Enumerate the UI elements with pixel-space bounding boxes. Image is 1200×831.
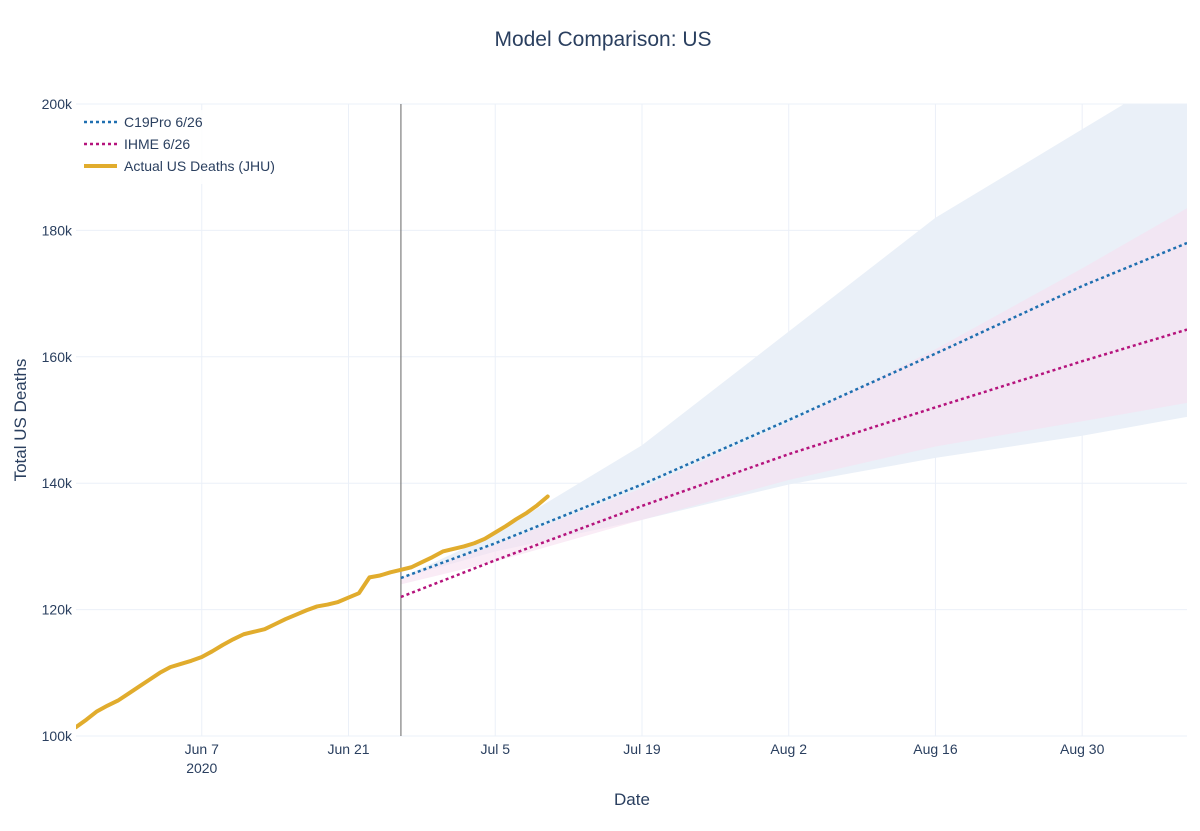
confidence-band-c19pro <box>400 104 1187 578</box>
x-tick-label: Jun 21 <box>327 741 369 757</box>
x-tick-label: Jul 19 <box>623 741 661 757</box>
legend-background <box>80 110 310 184</box>
y-axis-title: Total US Deaths <box>11 359 30 482</box>
series-line-ihme <box>400 328 1187 599</box>
x-tick-label: Jul 5 <box>480 741 510 757</box>
legend-label-c19pro: C19Pro 6/26 <box>124 114 203 130</box>
x-axis-ticks: Jun 7 2020 Jun 21 Jul 5 Jul 19 Aug 2 Aug 16 Aug… <box>185 741 1105 776</box>
y-tick-label: 120k <box>42 602 73 618</box>
legend-label-actual: Actual US Deaths (JHU) <box>124 158 275 174</box>
x-tick-label: Aug 2 <box>770 741 807 757</box>
x-axis-title: Date <box>614 790 650 809</box>
chart-title: Model Comparison: US <box>494 28 711 51</box>
y-tick-label: 100k <box>42 728 73 744</box>
x-tick-year-label: 2020 <box>186 760 217 776</box>
legend[interactable]: C19Pro 6/26 IHME 6/26 Actual US Deaths (… <box>80 110 310 184</box>
legend-label-ihme: IHME 6/26 <box>124 136 190 152</box>
legend-item-c19pro[interactable]: C19Pro 6/26 <box>84 114 203 130</box>
legend-item-actual[interactable]: Actual US Deaths (JHU) <box>84 158 275 174</box>
x-tick-label: Aug 16 <box>913 741 958 757</box>
y-axis-ticks: 100k 120k 140k 160k 180k 200k <box>42 96 73 744</box>
y-tick-label: 140k <box>42 475 73 491</box>
x-tick-label: Aug 30 <box>1060 741 1105 757</box>
y-tick-label: 200k <box>42 96 73 112</box>
x-tick-label: Jun 7 <box>185 741 219 757</box>
y-tick-label: 180k <box>42 222 73 238</box>
confidence-band-ihme <box>400 208 1187 585</box>
series-lines <box>76 241 1187 730</box>
legend-item-ihme[interactable]: IHME 6/26 <box>84 136 190 152</box>
y-tick-label: 160k <box>42 349 73 365</box>
uncertainty-bands <box>400 104 1187 585</box>
series-line-actual <box>76 494 550 730</box>
